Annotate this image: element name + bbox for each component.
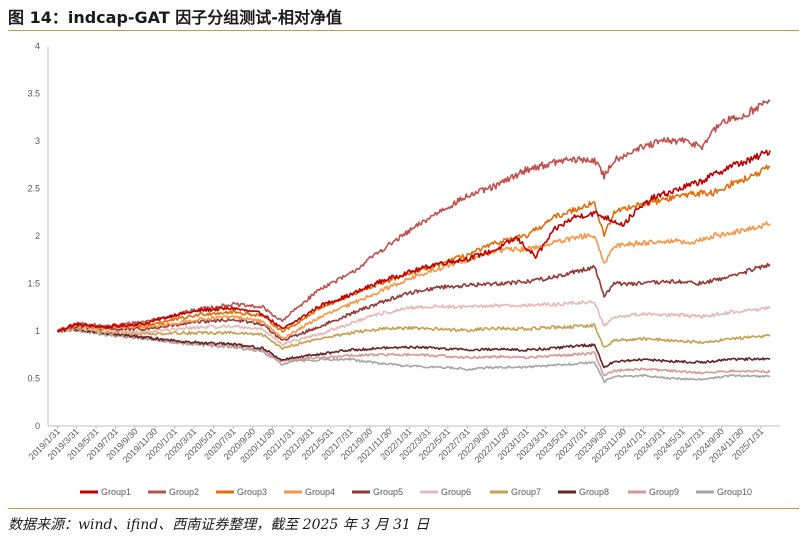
legend-label-group8: Group8 bbox=[579, 487, 609, 497]
legend-label-group7: Group7 bbox=[511, 487, 541, 497]
legend-label-group10: Group10 bbox=[717, 487, 752, 497]
y-tick-label: 0 bbox=[35, 421, 40, 431]
source-rule bbox=[8, 508, 799, 509]
legend-label-group6: Group6 bbox=[441, 487, 471, 497]
legend-label-group4: Group4 bbox=[305, 487, 335, 497]
series-line-group8 bbox=[57, 327, 771, 369]
y-tick-label: 0.5 bbox=[27, 374, 40, 384]
series-line-group10 bbox=[56, 328, 771, 383]
series-line-group1 bbox=[57, 149, 771, 333]
legend-label-group1: Group1 bbox=[101, 487, 131, 497]
figure-title: 图 14：indcap-GAT 因子分组测试-相对净值 bbox=[8, 8, 342, 27]
y-tick-label: 4 bbox=[35, 41, 40, 51]
y-tick-label: 3 bbox=[35, 136, 40, 146]
chart-legend: Group1 Group2 Group3 Group4 Group5 Group6 Grou… bbox=[80, 487, 752, 497]
series-line-group2 bbox=[56, 99, 771, 333]
y-tick-label: 3.5 bbox=[27, 89, 40, 99]
legend-label-group3: Group3 bbox=[237, 487, 267, 497]
y-tick-label: 1 bbox=[35, 326, 40, 336]
source-note: 数据来源：wind、ifind、西南证券整理，截至 2025 年 3 月 31 … bbox=[8, 517, 430, 533]
title-rule bbox=[8, 30, 799, 31]
legend-label-group9: Group9 bbox=[649, 487, 679, 497]
series-line-group7 bbox=[57, 323, 771, 350]
y-tick-label: 2.5 bbox=[27, 184, 40, 194]
chart-series bbox=[56, 99, 771, 383]
series-line-group6 bbox=[57, 300, 771, 346]
y-tick-label: 2 bbox=[35, 231, 40, 241]
series-line-group5 bbox=[56, 262, 771, 341]
series-line-group4 bbox=[56, 221, 771, 340]
legend-label-group2: Group2 bbox=[169, 487, 199, 497]
y-tick-label: 1.5 bbox=[27, 279, 40, 289]
legend-label-group5: Group5 bbox=[373, 487, 403, 497]
chart-axes: 00.511.522.533.542019/1/312019/3/312019/… bbox=[27, 41, 780, 465]
line-chart: 00.511.522.533.542019/1/312019/3/312019/… bbox=[27, 41, 780, 497]
